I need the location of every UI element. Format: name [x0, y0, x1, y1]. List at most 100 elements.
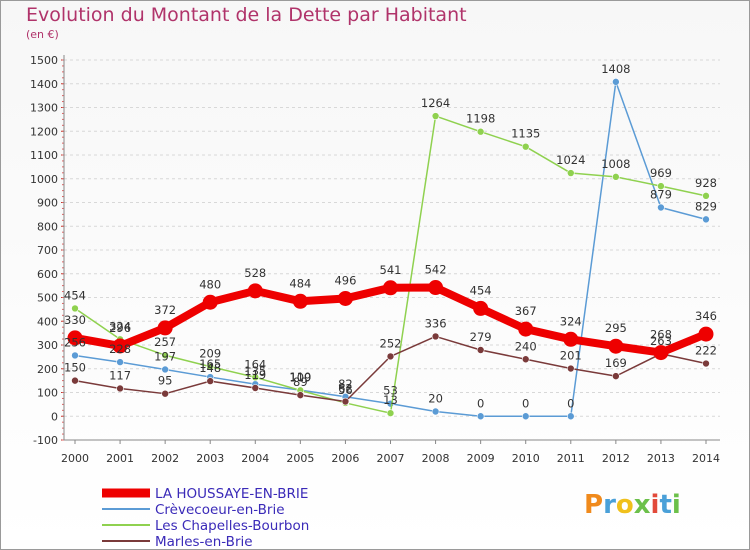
legend-label: Crèvecoeur-en-Brie — [155, 502, 285, 518]
x-tick-label: 2005 — [286, 452, 314, 465]
data-label: 0 — [477, 396, 484, 410]
data-point — [566, 364, 575, 373]
x-tick-label: 2003 — [196, 452, 224, 465]
data-label: 110 — [289, 370, 311, 384]
y-tick-label: 900 — [37, 197, 58, 210]
proxiti-logo: Proxiti — [584, 490, 681, 520]
data-label: 53 — [383, 384, 398, 398]
data-label: 324 — [560, 314, 582, 328]
data-point — [206, 362, 215, 371]
y-tick-label: 600 — [37, 268, 58, 281]
data-point — [292, 293, 308, 309]
data-label: 62 — [338, 382, 353, 396]
x-tick-label: 2012 — [602, 452, 630, 465]
data-label: 1024 — [556, 153, 585, 167]
data-label: 109 — [289, 370, 311, 384]
data-label: 13 — [383, 393, 398, 407]
data-point — [612, 173, 620, 181]
data-point — [612, 372, 620, 380]
data-point — [206, 377, 215, 385]
data-label: 969 — [650, 166, 672, 180]
data-label: 95 — [158, 374, 173, 388]
data-label: 257 — [154, 335, 176, 349]
y-tick-label: 100 — [37, 387, 58, 400]
data-label: 484 — [289, 276, 311, 290]
data-point — [521, 142, 530, 151]
y-tick-label: -100 — [33, 434, 58, 447]
data-point — [116, 358, 124, 366]
y-tick-label: 1400 — [30, 78, 58, 91]
x-tick-label: 2010 — [512, 452, 540, 465]
data-point — [161, 351, 169, 360]
legend-label: Marles-en-Brie — [155, 534, 253, 550]
data-label: 480 — [199, 277, 221, 291]
data-point — [247, 283, 263, 299]
x-tick-label: 2004 — [241, 452, 269, 465]
data-point — [657, 203, 665, 212]
data-point — [566, 169, 575, 177]
data-label: 295 — [605, 321, 627, 335]
data-point — [566, 412, 575, 421]
x-tick-label: 2000 — [61, 452, 89, 465]
y-tick-label: 500 — [37, 292, 58, 305]
data-label: 201 — [560, 349, 582, 363]
legend-item: Crèvecoeur-en-Brie — [102, 502, 285, 518]
data-label: 496 — [334, 273, 356, 287]
data-label: 164 — [244, 357, 266, 371]
data-label: 209 — [199, 347, 221, 361]
data-label: 240 — [515, 339, 537, 353]
x-tick-label: 2001 — [106, 452, 134, 465]
data-label: 197 — [154, 349, 176, 363]
y-tick-label: 0 — [51, 410, 58, 423]
x-tick-label: 2002 — [151, 452, 179, 465]
data-label: 330 — [64, 313, 86, 327]
data-label: 150 — [64, 361, 86, 375]
y-tick-label: 1000 — [30, 173, 58, 186]
data-label: 89 — [293, 375, 308, 389]
data-label: 928 — [695, 176, 717, 190]
data-point — [431, 407, 440, 416]
data-label: 372 — [154, 303, 176, 317]
data-point — [653, 345, 669, 361]
data-point — [476, 412, 485, 421]
data-label: 222 — [695, 344, 717, 358]
data-label: 1008 — [601, 157, 630, 171]
y-tick-label: 1500 — [30, 54, 58, 67]
y-tick-label: 1300 — [30, 102, 58, 115]
data-label: 169 — [605, 356, 627, 370]
data-label: 829 — [695, 199, 717, 213]
data-label: 879 — [650, 187, 672, 201]
chart-title: Evolution du Montant de la Dette par Hab… — [26, 4, 467, 26]
x-tick-label: 2008 — [422, 452, 450, 465]
data-label: 1408 — [601, 62, 630, 76]
data-point — [337, 290, 353, 306]
x-tick-label: 2009 — [467, 452, 495, 465]
data-label: 252 — [380, 336, 402, 350]
data-label: 165 — [199, 357, 221, 371]
chart-subtitle: (en €) — [26, 28, 59, 41]
x-tick-label: 2014 — [692, 452, 720, 465]
legend: LA HOUSSAYE-EN-BRIECrèvecoeur-en-BrieLes… — [102, 486, 309, 550]
data-label: 0 — [522, 396, 529, 410]
data-point — [71, 304, 79, 313]
y-tick-label: 1100 — [30, 149, 58, 162]
y-tick-label: 200 — [37, 363, 58, 376]
x-tick-label: 2011 — [557, 452, 585, 465]
x-tick-label: 2006 — [331, 452, 359, 465]
data-point — [67, 330, 83, 346]
legend-item: LA HOUSSAYE-EN-BRIE — [102, 486, 308, 502]
data-point — [431, 332, 440, 341]
data-label: 135 — [244, 364, 266, 378]
data-point — [71, 376, 79, 385]
data-point — [702, 359, 710, 368]
data-point — [702, 215, 710, 224]
data-point — [612, 78, 620, 86]
data-point — [116, 384, 124, 393]
data-label: 279 — [470, 330, 492, 344]
data-point — [608, 338, 624, 354]
data-point — [521, 355, 530, 364]
data-label: 0 — [567, 396, 574, 410]
y-tick-label: 800 — [37, 220, 58, 233]
data-point — [161, 365, 169, 374]
